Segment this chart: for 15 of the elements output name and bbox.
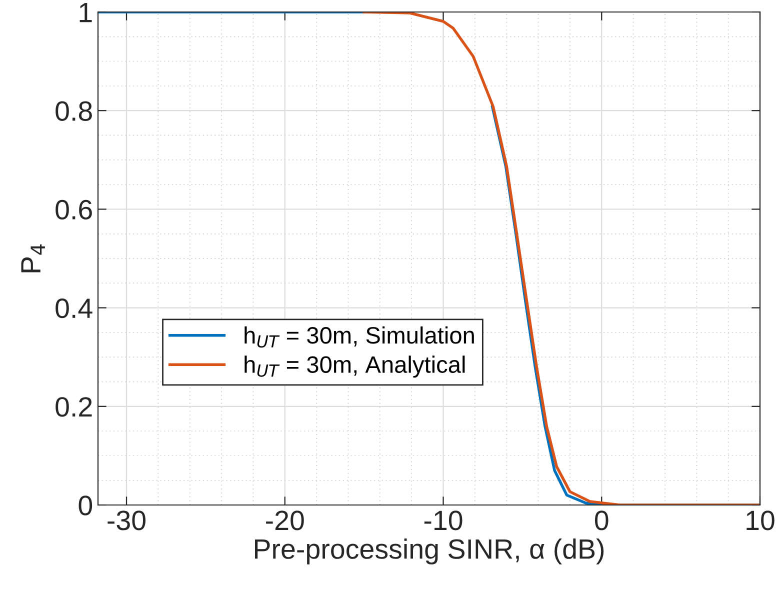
y-tick-label: 0 [78,496,92,516]
x-axis-title: Pre-processing SINR, α (dB) [254,538,604,564]
x-tick-label: 10 [746,510,774,530]
y-tick-label: 0.8 [56,101,92,121]
x-tick-label: -20 [266,510,304,530]
legend-label: h$_{UT}$ = 30m, Analytical [244,356,465,378]
x-tick-label: 0 [594,510,608,530]
legend-label: h$_{UT}$ = 30m, Simulation [244,326,474,348]
y-tick-label: 0.6 [56,200,92,220]
y-tick-label: 0.2 [56,397,92,417]
y-axis-title: P$_{4}$ [21,244,45,272]
x-tick-label: -10 [424,510,462,530]
y-tick-label: 1 [80,2,92,22]
y-tick-label: 0.4 [56,298,92,318]
x-tick-label: -30 [108,510,146,530]
